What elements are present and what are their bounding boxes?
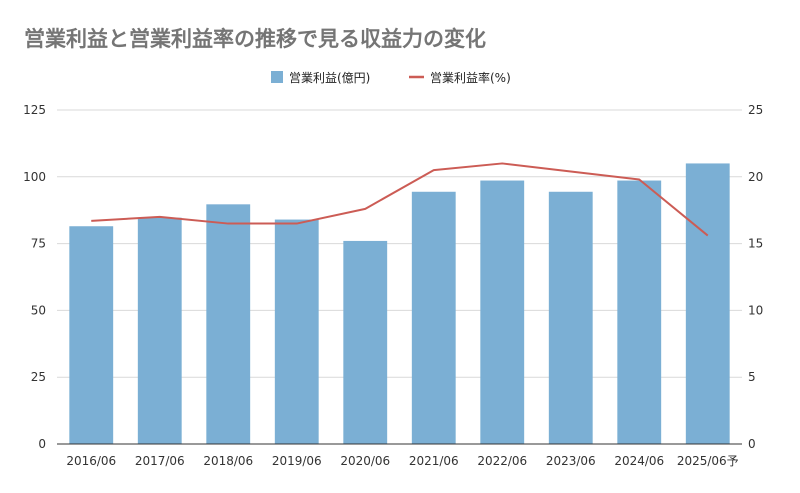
bar xyxy=(617,180,662,444)
x-tick-label: 2019/06 xyxy=(272,454,322,468)
y-tick-label-left: 125 xyxy=(23,103,46,117)
x-tick-label: 2025/06予 xyxy=(677,454,739,468)
legend: 営業利益(億円) 営業利益率(%) xyxy=(271,70,511,85)
bar xyxy=(548,191,593,444)
bar-series xyxy=(69,163,730,444)
y-tick-label-left: 50 xyxy=(31,303,46,317)
y-tick-label-left: 75 xyxy=(31,237,46,251)
x-tick-label: 2017/06 xyxy=(135,454,185,468)
x-axis: 2016/06 2017/06 2018/06 2019/06 2020/06 2021/… xyxy=(57,443,742,468)
bar xyxy=(69,226,114,444)
bar xyxy=(274,219,319,444)
legend-label-bar: 営業利益(億円) xyxy=(289,71,370,85)
line-series xyxy=(91,162,709,237)
y-tick-label-right: 25 xyxy=(748,103,763,117)
x-tick-label: 2018/06 xyxy=(203,454,253,468)
margin-line xyxy=(91,162,709,237)
y-tick-label-right: 0 xyxy=(748,437,756,451)
y-tick-label-right: 5 xyxy=(748,370,756,384)
bar xyxy=(137,217,182,444)
bar xyxy=(411,191,456,444)
x-tick-label: 2024/06 xyxy=(614,454,664,468)
y-tick-label-left: 100 xyxy=(23,170,46,184)
x-tick-label: 2016/06 xyxy=(66,454,116,468)
x-tick-label: 2023/06 xyxy=(546,454,596,468)
chart-title: 営業利益と営業利益率の推移で見る収益力の変化 xyxy=(24,27,486,51)
y-axis-right: 0 5 10 15 20 25 xyxy=(748,103,763,451)
y-tick-label-right: 10 xyxy=(748,303,763,317)
x-tick-label: 2022/06 xyxy=(477,454,527,468)
bar xyxy=(685,163,730,444)
bar xyxy=(206,204,251,444)
y-tick-label-left: 0 xyxy=(38,437,46,451)
legend-swatch-bar xyxy=(271,71,283,83)
x-tick-label: 2020/06 xyxy=(340,454,390,468)
y-tick-label-right: 15 xyxy=(748,237,763,251)
y-axis-left: 0 25 50 75 100 125 xyxy=(23,103,46,451)
y-tick-label-right: 20 xyxy=(748,170,763,184)
bar xyxy=(343,240,388,444)
bar xyxy=(480,180,525,444)
legend-label-line: 営業利益率(%) xyxy=(430,70,511,85)
x-tick-label: 2021/06 xyxy=(409,454,459,468)
y-tick-label-left: 25 xyxy=(31,370,46,384)
